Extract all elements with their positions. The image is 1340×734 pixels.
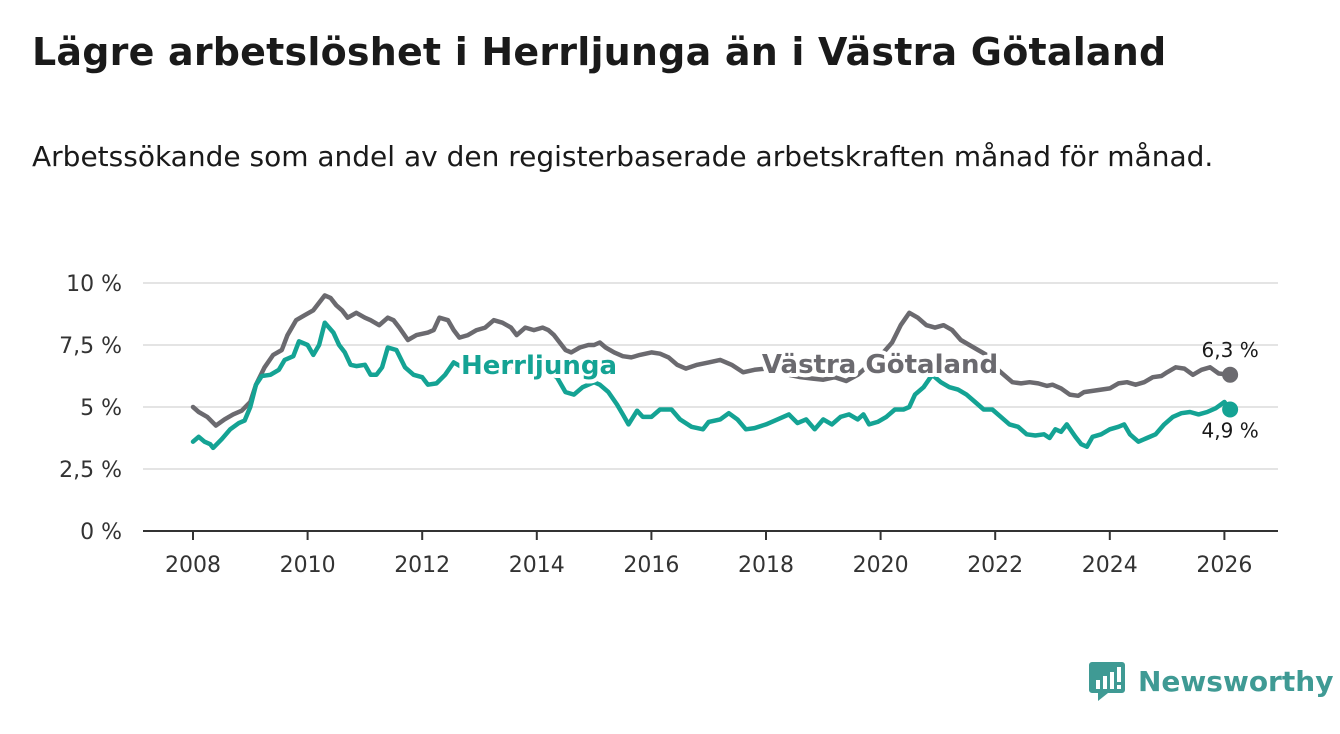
series-label-v-stra-g-taland: Västra Götaland [762, 350, 998, 380]
brand-name: Newsworthy [1138, 664, 1334, 698]
series-line-v-stra-g-taland [190, 293, 1233, 428]
end-point-v-stra-g-taland [1222, 366, 1239, 383]
y-tick-label: 0 % [80, 520, 122, 545]
series-label-halo: Herrljunga [461, 351, 617, 381]
chart-title: Lägre arbetslöshet i Herrljunga än i Väs… [32, 30, 1167, 74]
series-label-herrljunga: Herrljunga [461, 351, 617, 381]
end-point-herrljunga [1222, 401, 1239, 418]
x-tick-label: 2020 [853, 553, 909, 578]
series-lines [190, 293, 1239, 451]
x-tick-label: 2014 [509, 553, 565, 578]
chart-subtitle: Arbetssökande som andel av den registerb… [32, 140, 1214, 173]
newsworthy-logo-icon [1089, 662, 1125, 701]
y-tick-label: 10 % [66, 272, 122, 297]
x-tick-label: 2022 [967, 553, 1023, 578]
x-tick-label: 2026 [1196, 553, 1252, 578]
end-label-v-stra-g-taland: 6,3 % [1202, 338, 1259, 362]
x-tick-label: 2012 [394, 553, 450, 578]
end-label-herrljunga: 4,9 % [1202, 418, 1259, 442]
x-tick-label: 2008 [165, 553, 221, 578]
y-tick-label: 7,5 % [59, 334, 122, 359]
x-tick-label: 2010 [280, 553, 336, 578]
y-grid: 0 % 2,5 % 5 % 7,5 % 10 % [59, 272, 1278, 545]
brand-logo: Newsworthy [1088, 660, 1333, 702]
series-line-herrljunga [190, 320, 1233, 451]
y-tick-label: 2,5 % [59, 458, 122, 483]
x-tick-label: 2016 [623, 553, 679, 578]
x-tick-label: 2024 [1082, 553, 1138, 578]
y-tick-label: 5 % [80, 396, 122, 421]
series-label-halo: Västra Götaland [762, 350, 998, 380]
x-tick-label: 2018 [738, 553, 794, 578]
x-axis: 2008 2010 2012 2014 2016 2018 2020 2022 2024 2026 [143, 530, 1278, 578]
